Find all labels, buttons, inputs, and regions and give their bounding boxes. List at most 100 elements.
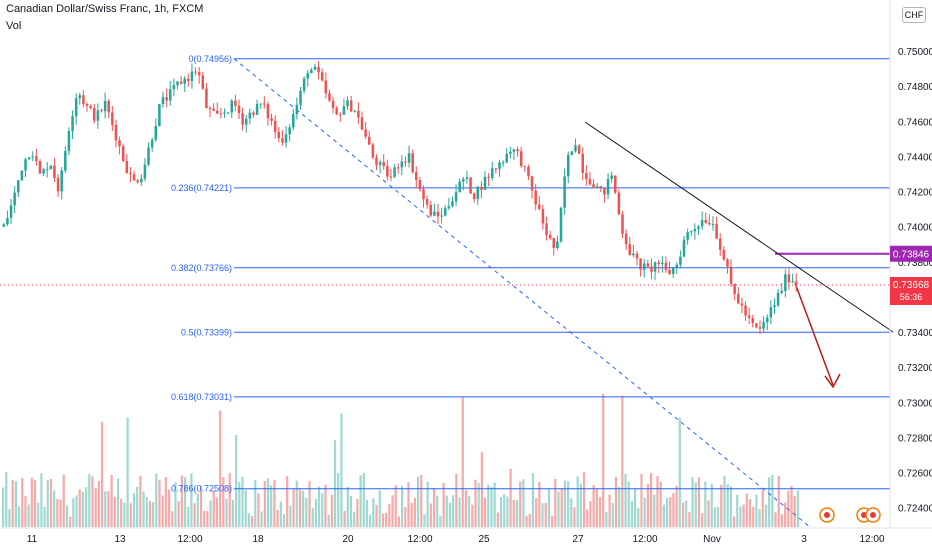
candle-body xyxy=(378,162,382,165)
candle-body xyxy=(129,172,132,175)
candle-body xyxy=(436,211,440,217)
candle-body xyxy=(234,100,237,106)
candle-body xyxy=(737,294,740,304)
time-tick-label: 12:00 xyxy=(177,534,202,545)
fib-trend-dashed-line[interactable] xyxy=(233,58,811,528)
projection-arrow-line[interactable] xyxy=(794,282,834,386)
symbol-title[interactable]: Canadian Dollar/Swiss Franc, 1h, FXCM xyxy=(6,3,204,15)
candle-body xyxy=(639,258,642,270)
candle-body xyxy=(704,219,708,223)
candle-body xyxy=(472,193,476,199)
volume-bar xyxy=(69,516,72,527)
candle-body xyxy=(487,176,490,178)
volume-bar xyxy=(46,480,49,527)
candle-body xyxy=(375,157,378,165)
volume-bar xyxy=(471,504,474,527)
volume-bar xyxy=(62,474,65,527)
volume-bar xyxy=(499,497,503,527)
candle-body xyxy=(693,228,697,232)
time-tick-label: Nov xyxy=(703,534,721,545)
candle-body xyxy=(784,274,787,291)
volume-bar xyxy=(381,513,385,527)
candle-body xyxy=(791,281,794,283)
candle-body xyxy=(548,234,552,239)
volume-bar xyxy=(704,481,707,527)
volume-bar xyxy=(732,516,736,527)
volume-bar xyxy=(164,477,167,527)
candle-body xyxy=(595,186,599,189)
volume-bar xyxy=(263,481,266,527)
candle-body xyxy=(190,71,194,81)
volume-bar xyxy=(729,486,732,527)
candles xyxy=(2,61,798,335)
event-icons[interactable] xyxy=(819,507,881,523)
candle-body xyxy=(396,167,400,169)
candle-body xyxy=(538,204,541,209)
volume-bar xyxy=(429,503,432,527)
volume-bar xyxy=(420,474,423,527)
volume-indicator-label[interactable]: Vol xyxy=(6,20,22,32)
candle-body xyxy=(675,264,679,268)
candle-body xyxy=(216,110,219,114)
volume-bar xyxy=(736,494,739,527)
descending-trend-line[interactable] xyxy=(584,121,894,333)
candle-body xyxy=(226,112,230,114)
candle-body xyxy=(621,214,624,234)
candle-body xyxy=(288,127,291,135)
volume-bar xyxy=(91,476,94,527)
candle-body xyxy=(125,160,129,173)
volume-bar xyxy=(637,507,640,527)
volume-bar xyxy=(461,397,464,527)
volume-bar xyxy=(563,480,566,527)
candle-body xyxy=(295,104,299,115)
currency-badge[interactable]: CHF xyxy=(902,7,926,23)
fib-retracement[interactable]: 0(0.74956) 0.236(0.74221) 0.382(0.73766) 0.… xyxy=(171,54,890,494)
candle-body xyxy=(769,307,773,318)
volume-bar xyxy=(509,468,512,527)
time-tick-label: 20 xyxy=(342,534,354,545)
candle-body xyxy=(241,113,244,125)
fib-level-label: 0.236(0.74221) xyxy=(171,183,232,193)
candle-body xyxy=(281,138,284,143)
candle-body xyxy=(433,211,436,216)
volume-bar xyxy=(219,410,222,527)
time-axis[interactable]: 11 13 12:00 18 20 12:00 25 27 12:00 Nov 3 12:00 xyxy=(0,527,932,545)
candle-body xyxy=(418,179,422,190)
candle-body xyxy=(244,118,248,125)
candle-body xyxy=(682,239,686,257)
candle-body xyxy=(328,93,331,101)
volume-bar xyxy=(129,503,132,527)
candle-body xyxy=(56,177,60,192)
projection-arrow-head[interactable] xyxy=(824,373,841,389)
volume-bar xyxy=(691,477,694,527)
volume-bar xyxy=(286,476,289,527)
volume-bar xyxy=(707,500,710,527)
candle-body xyxy=(140,178,143,183)
volume-bar xyxy=(423,514,426,527)
candle-body xyxy=(183,78,186,84)
candle-body xyxy=(516,149,519,152)
volume-bar xyxy=(697,477,701,527)
volume-bar xyxy=(343,510,346,527)
volume-bar xyxy=(324,484,327,527)
candle-body xyxy=(154,126,158,140)
candle-body xyxy=(512,149,516,152)
candle-body xyxy=(306,73,310,79)
volume-bar xyxy=(688,511,691,527)
volume-bar xyxy=(608,494,611,527)
volume-bar xyxy=(244,490,247,527)
candle-body xyxy=(534,190,537,205)
candle-body xyxy=(320,72,324,81)
candle-body xyxy=(74,98,78,117)
candle-body xyxy=(335,108,338,115)
price-axis[interactable]: 0.75000 0.74800 0.74600 0.74400 0.74200 0.740… xyxy=(889,0,932,528)
volume-bar xyxy=(318,486,321,527)
volume-bar xyxy=(222,477,225,527)
volume-bar xyxy=(752,506,755,527)
candle-body xyxy=(259,103,262,105)
volume-bar xyxy=(525,515,528,527)
drawings[interactable] xyxy=(0,58,894,528)
volume-bar xyxy=(723,475,726,527)
